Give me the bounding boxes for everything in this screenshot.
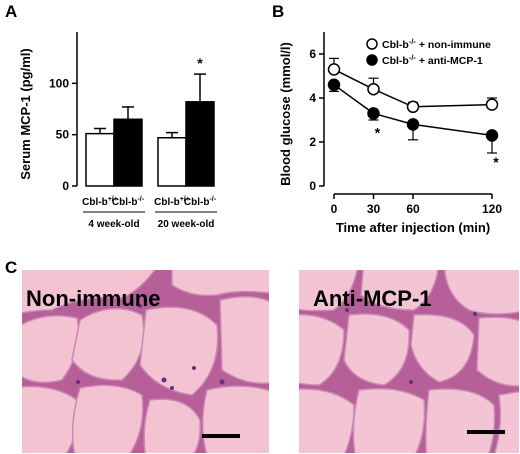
y-tick-label: 50 — [56, 128, 70, 142]
x-tick-label: 30 — [367, 202, 381, 216]
data-point — [327, 78, 341, 92]
y-axis-title: Blood glucose (mmol/l) — [278, 42, 293, 186]
legend-marker — [366, 38, 378, 50]
x-tick-label: 60 — [406, 202, 420, 216]
micrograph-label-anti-mcp1: Anti-MCP-1 — [313, 286, 432, 311]
legend-marker — [366, 54, 378, 66]
x-category-label: Cbl-b-/- — [184, 196, 217, 208]
data-point — [406, 118, 420, 131]
panel-letter-a: A — [5, 2, 18, 21]
scale-bar — [467, 430, 505, 434]
series-line — [333, 84, 493, 137]
scale-bar — [202, 434, 240, 438]
bar — [157, 136, 187, 187]
y-tick-label: 0 — [62, 179, 69, 193]
group-label: 20 week-old — [158, 219, 215, 230]
data-point — [485, 129, 499, 142]
data-point — [327, 63, 341, 76]
y-tick-label: 2 — [309, 135, 316, 149]
x-axis-title: Time after injection (min) — [336, 220, 490, 235]
bar — [185, 101, 215, 187]
data-point — [406, 100, 420, 114]
panel-letter-b: B — [272, 2, 285, 21]
adipose-tissue-image-1 — [22, 270, 269, 453]
legend-label: Cbl-b-/- + non-immune — [382, 37, 491, 51]
y-axis-title: Serum MCP-1 (pg/ml) — [18, 48, 33, 179]
x-category-label: Cbl-b-/- — [112, 196, 145, 208]
legend-label: Cbl-b-/- + anti-MCP-1 — [382, 53, 483, 67]
series-line — [333, 68, 493, 108]
significance-mark: * — [375, 124, 381, 140]
x-tick-label: 120 — [482, 202, 502, 216]
data-point — [367, 82, 380, 96]
y-tick-label: 4 — [309, 91, 316, 105]
micrograph-anti-mcp1: Anti-MCP-1 — [299, 270, 519, 453]
adipose-tissue-image-2 — [299, 270, 519, 453]
x-category-label: Cbl-b+/+ — [154, 196, 190, 208]
bar — [85, 132, 115, 187]
y-tick-label: 0 — [309, 179, 316, 193]
data-point — [485, 98, 499, 111]
significance-mark: * — [493, 154, 499, 170]
micrograph-label-non-immune: Non-immune — [26, 286, 161, 311]
panel-letter-c: C — [5, 258, 18, 277]
bar — [113, 118, 143, 187]
micrograph-non-immune: Non-immune — [22, 270, 269, 453]
group-label: 4 week-old — [88, 219, 139, 230]
data-point — [367, 107, 380, 120]
significance-mark: * — [197, 55, 203, 71]
x-tick-label: 0 — [331, 202, 338, 216]
x-category-label: Cbl-b+/+ — [82, 196, 118, 208]
y-tick-label: 100 — [49, 76, 69, 90]
y-tick-label: 6 — [309, 47, 316, 61]
